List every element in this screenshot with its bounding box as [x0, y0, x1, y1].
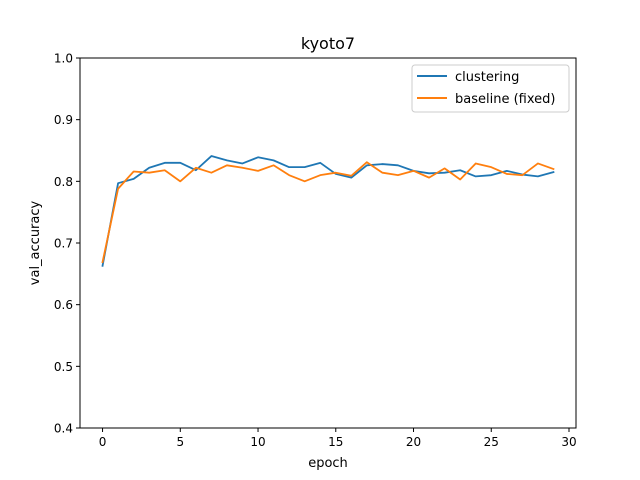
- x-axis-ticks: 0 5 10 15 20 25 30: [99, 428, 577, 449]
- series-line-baseline: [101, 161, 555, 264]
- y-axis-label: val_accuracy: [28, 200, 43, 285]
- chart-title: kyoto7: [301, 34, 355, 53]
- x-tick-label: 20: [406, 435, 421, 449]
- series-layer: [101, 155, 555, 267]
- y-tick-label: 0.8: [54, 175, 73, 189]
- legend-label-baseline: baseline (fixed): [455, 92, 555, 107]
- series-line-clustering: [101, 155, 555, 267]
- y-tick-label: 0.5: [54, 360, 73, 374]
- y-tick-label: 0.7: [54, 237, 73, 251]
- x-tick-label: 15: [328, 435, 343, 449]
- x-tick-label: 25: [484, 435, 499, 449]
- x-tick-label: 5: [176, 435, 184, 449]
- x-tick-label: 0: [99, 435, 107, 449]
- y-tick-label: 0.9: [54, 113, 73, 127]
- y-axis-ticks: 0.4 0.5 0.6 0.7 0.8 0.9 1.0: [54, 52, 80, 436]
- x-tick-label: 30: [561, 435, 576, 449]
- legend-label-clustering: clustering: [455, 70, 519, 85]
- legend-box: [411, 64, 570, 113]
- x-tick-label: 10: [250, 435, 265, 449]
- y-tick-label: 1.0: [54, 52, 73, 66]
- x-axis-label: epoch: [308, 456, 348, 471]
- legend: clustering baseline (fixed): [411, 64, 570, 113]
- y-tick-label: 0.6: [54, 298, 73, 312]
- y-tick-label: 0.4: [54, 422, 73, 436]
